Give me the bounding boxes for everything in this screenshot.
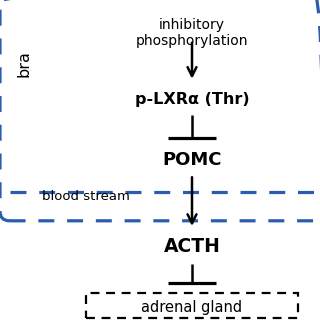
Text: blood stream: blood stream: [43, 190, 130, 203]
Text: inhibitory
phosphorylation: inhibitory phosphorylation: [136, 18, 248, 48]
Text: bra: bra: [17, 51, 31, 77]
Text: ACTH: ACTH: [164, 237, 220, 256]
Text: adrenal gland: adrenal gland: [141, 300, 243, 315]
Text: POMC: POMC: [162, 151, 222, 169]
Text: p-LXRα (Thr): p-LXRα (Thr): [135, 92, 249, 107]
